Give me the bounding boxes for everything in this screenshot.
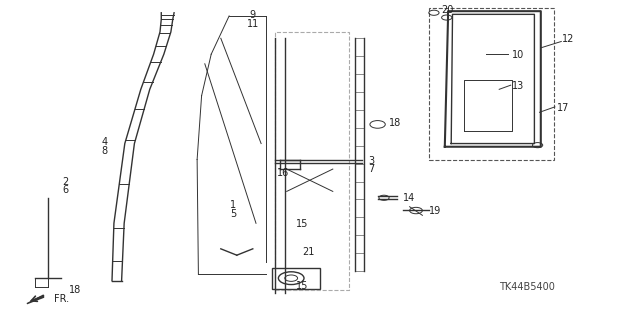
- Text: 17: 17: [557, 103, 569, 114]
- Bar: [429, 8, 554, 160]
- Text: 3: 3: [368, 156, 374, 166]
- Text: FR.: FR.: [54, 294, 70, 304]
- Text: 5: 5: [230, 209, 237, 219]
- Text: 14: 14: [403, 193, 415, 203]
- Text: 18: 18: [69, 285, 81, 295]
- Text: 4: 4: [101, 137, 108, 147]
- Text: 20: 20: [442, 5, 454, 15]
- Text: 21: 21: [302, 247, 314, 257]
- Text: 18: 18: [388, 118, 401, 128]
- Polygon shape: [27, 295, 44, 304]
- Text: 7: 7: [368, 164, 374, 174]
- Text: 11: 11: [246, 19, 259, 29]
- Text: 15: 15: [296, 219, 308, 229]
- Text: 19: 19: [429, 205, 441, 216]
- Text: 10: 10: [512, 50, 524, 60]
- Text: 6: 6: [63, 185, 69, 195]
- Text: 1: 1: [230, 200, 237, 210]
- Text: 8: 8: [101, 146, 108, 156]
- Text: 13: 13: [512, 81, 524, 91]
- Text: 15: 15: [296, 280, 308, 291]
- Text: 9: 9: [250, 10, 256, 20]
- FancyBboxPatch shape: [272, 268, 320, 289]
- Text: 16: 16: [276, 168, 289, 178]
- Bar: [275, 32, 349, 290]
- Text: 2: 2: [63, 177, 69, 187]
- Text: TK44B5400: TK44B5400: [499, 282, 555, 292]
- Text: 12: 12: [562, 34, 574, 44]
